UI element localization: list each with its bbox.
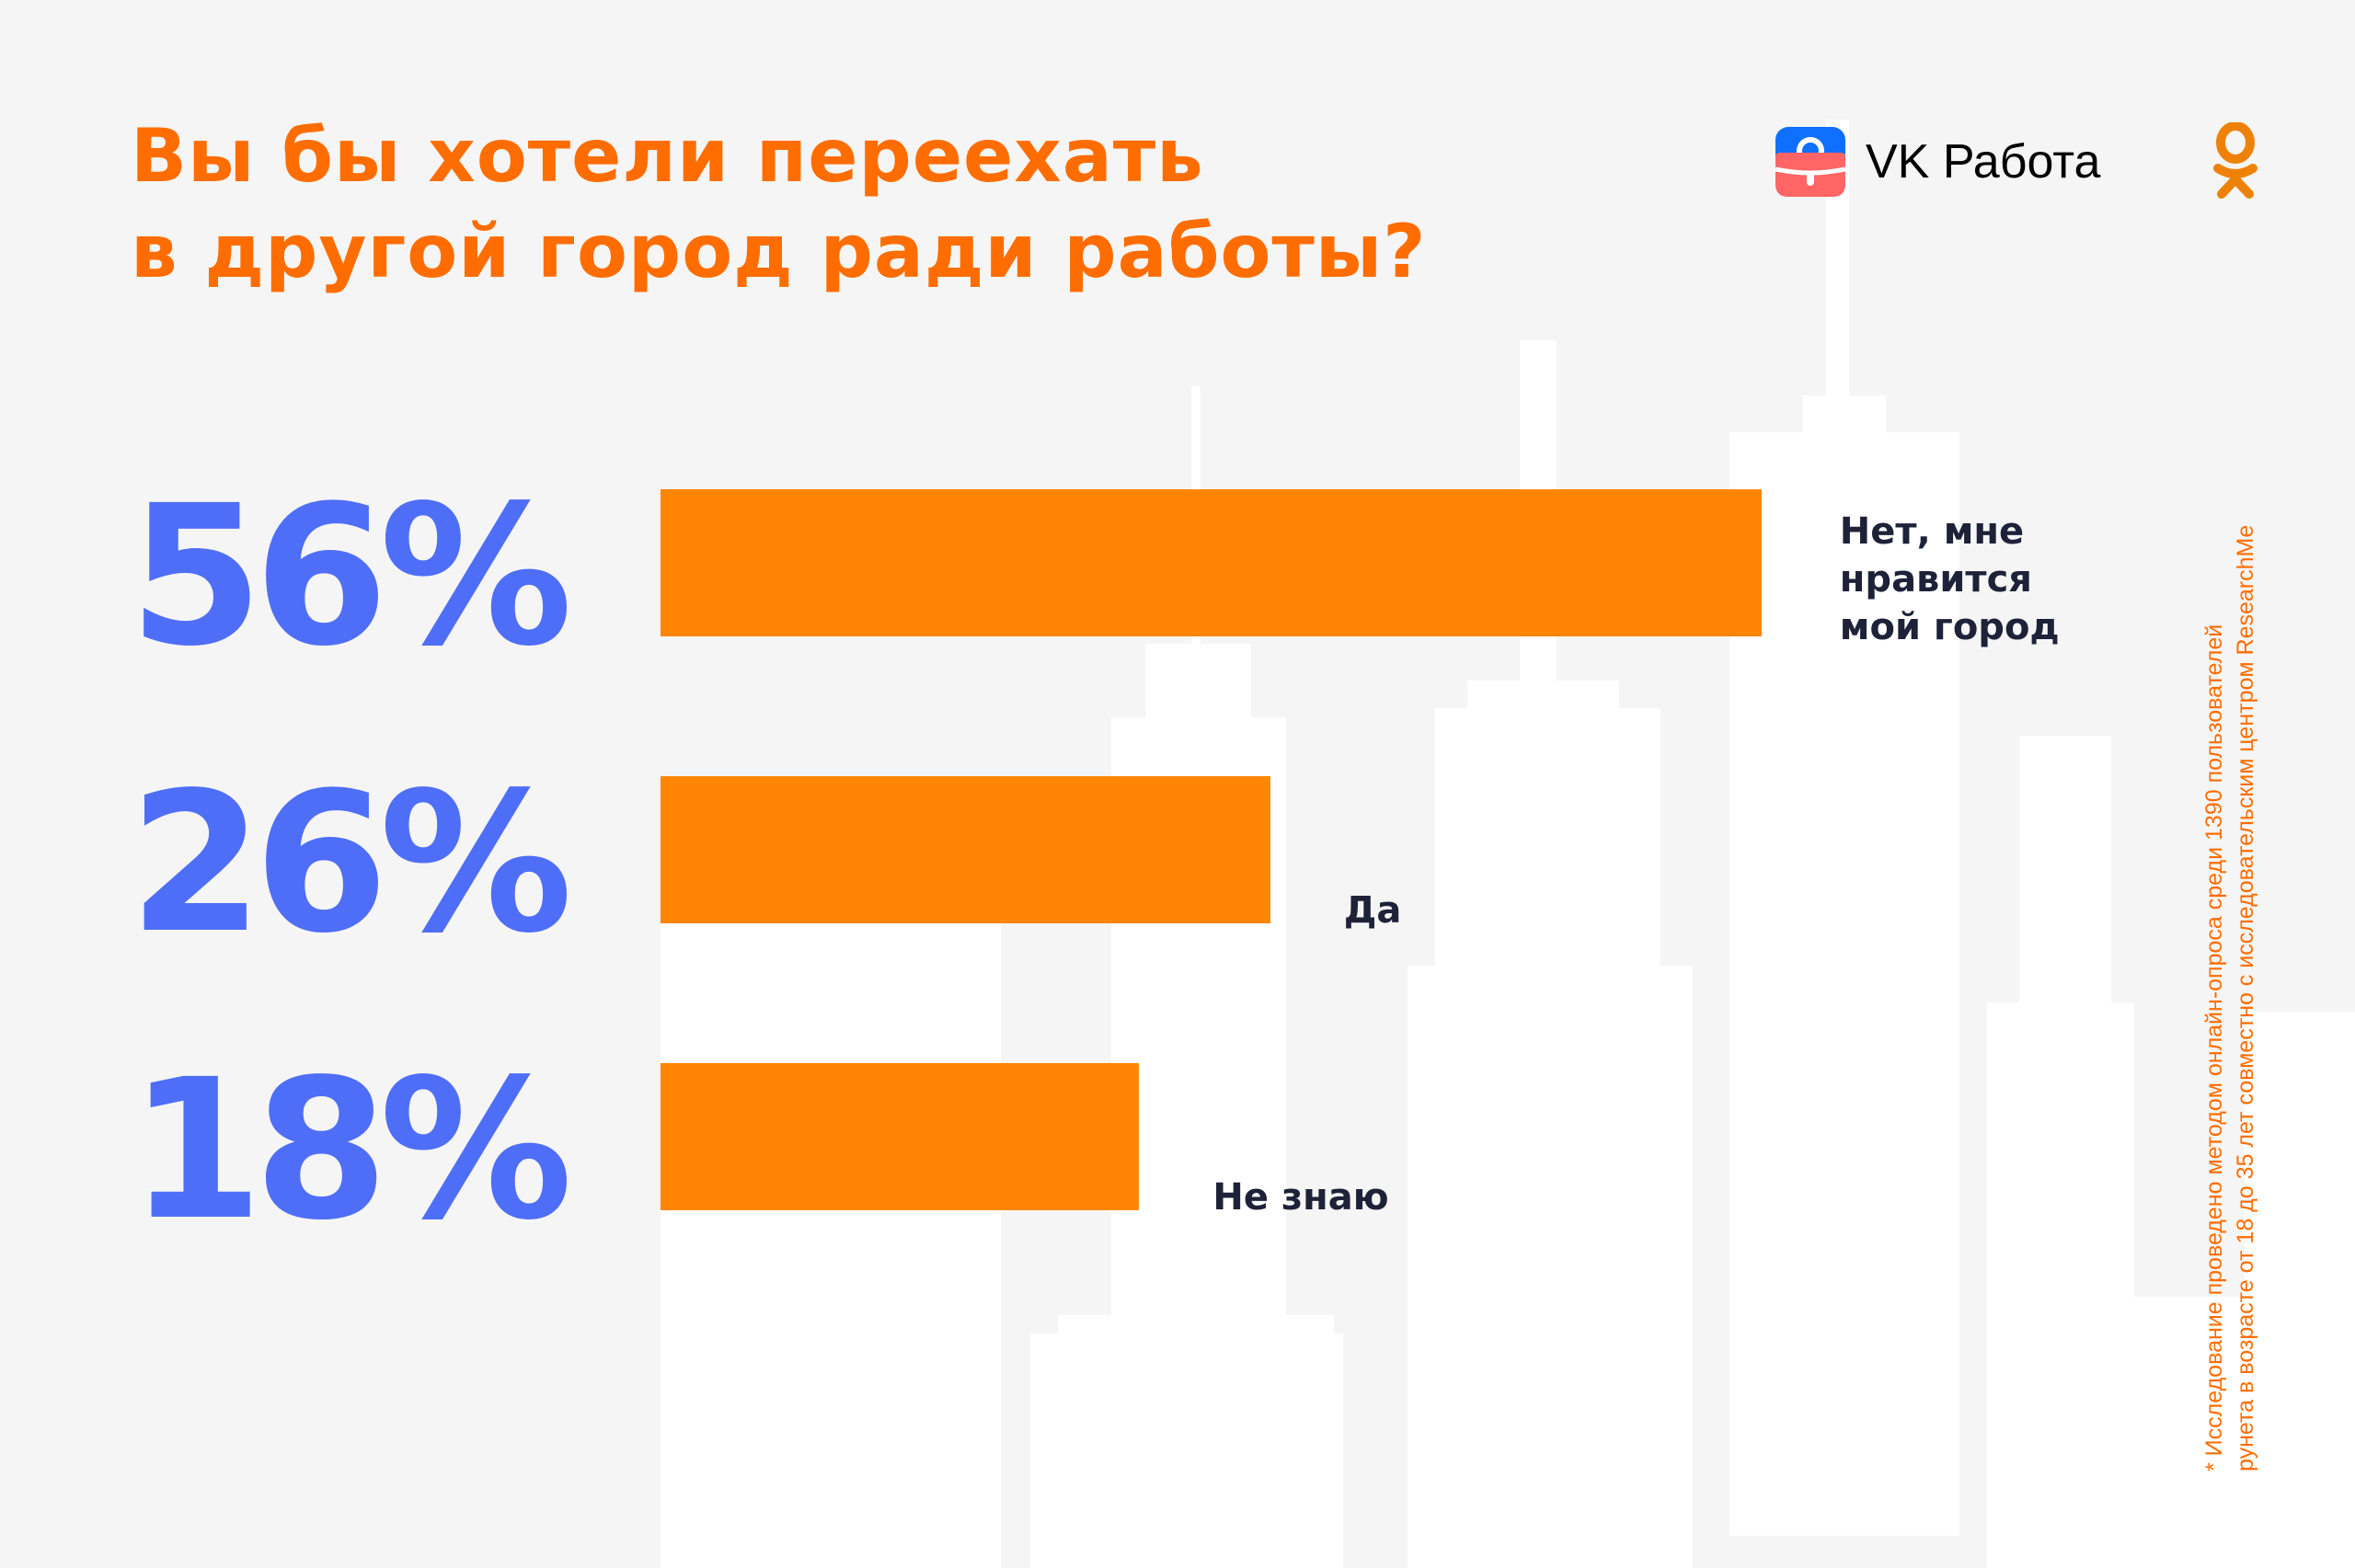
bar [661, 1063, 1140, 1210]
page-title: Вы бы хотели переехать в другой город ра… [131, 109, 1427, 300]
category-label-line: Да [1343, 889, 1402, 932]
category-label: Нет, мне нравится мой город [1840, 508, 2060, 651]
footnote: * Исследование проведено методом онлайн-… [2199, 525, 2261, 1471]
category-label: Не знаю [1212, 1173, 1388, 1221]
footnote-line-2: рунета в возрасте от 18 до 35 лет совмес… [2233, 524, 2258, 1471]
category-label-line: Нет, мне [1839, 510, 2025, 553]
category-label-line: нравится [1839, 558, 2032, 601]
value-label: 26% [129, 750, 573, 976]
footnote-line-1: * Исследование проведено методом онлайн-… [2201, 624, 2227, 1471]
title-line-2: в другой город ради работы? [131, 209, 1427, 294]
category-label-line: мой город [1839, 606, 2060, 648]
value-label: 56% [129, 464, 573, 689]
bar [661, 776, 1270, 923]
category-label-line: Не знаю [1212, 1176, 1389, 1219]
vk-rabota-logo: VK Работа [1775, 127, 2100, 197]
title-line-1: Вы бы хотели переехать [131, 113, 1204, 199]
brand-name: VK Работа [1866, 135, 2101, 189]
bar [661, 489, 1762, 636]
category-label: Да [1344, 887, 1402, 934]
briefcase-icon [1775, 127, 1845, 197]
odnoklassniki-logo-icon [2213, 122, 2257, 199]
value-label: 18% [129, 1037, 573, 1263]
